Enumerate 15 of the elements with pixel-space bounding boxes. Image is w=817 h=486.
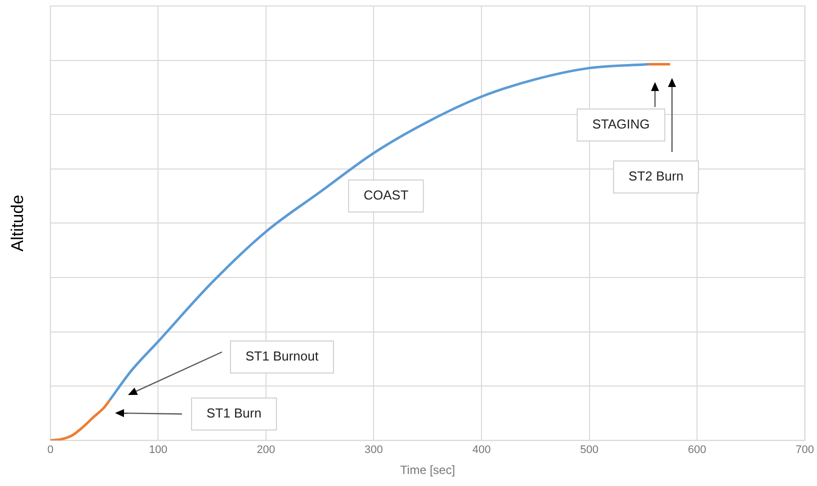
- annotation: ST2 Burn: [628, 168, 684, 184]
- annotation: COAST: [364, 188, 408, 203]
- x-tick-label: 600: [688, 444, 706, 456]
- x-tick-label: 400: [472, 444, 491, 456]
- annotation: ST1 Burnout: [246, 348, 319, 364]
- x-tick-label: 100: [148, 444, 168, 456]
- x-tick-label: 300: [364, 444, 383, 456]
- annotation: STAGING: [592, 116, 650, 132]
- x-tick-label: 0: [47, 444, 54, 456]
- x-tick-label: 200: [256, 444, 276, 456]
- x-tick-label: 700: [796, 444, 814, 456]
- x-axis-title: Time [sec]: [400, 463, 456, 478]
- y-axis-title: Altitude: [8, 194, 27, 252]
- annotation: ST1 Burn: [206, 406, 262, 421]
- x-tick-label: 500: [580, 444, 598, 456]
